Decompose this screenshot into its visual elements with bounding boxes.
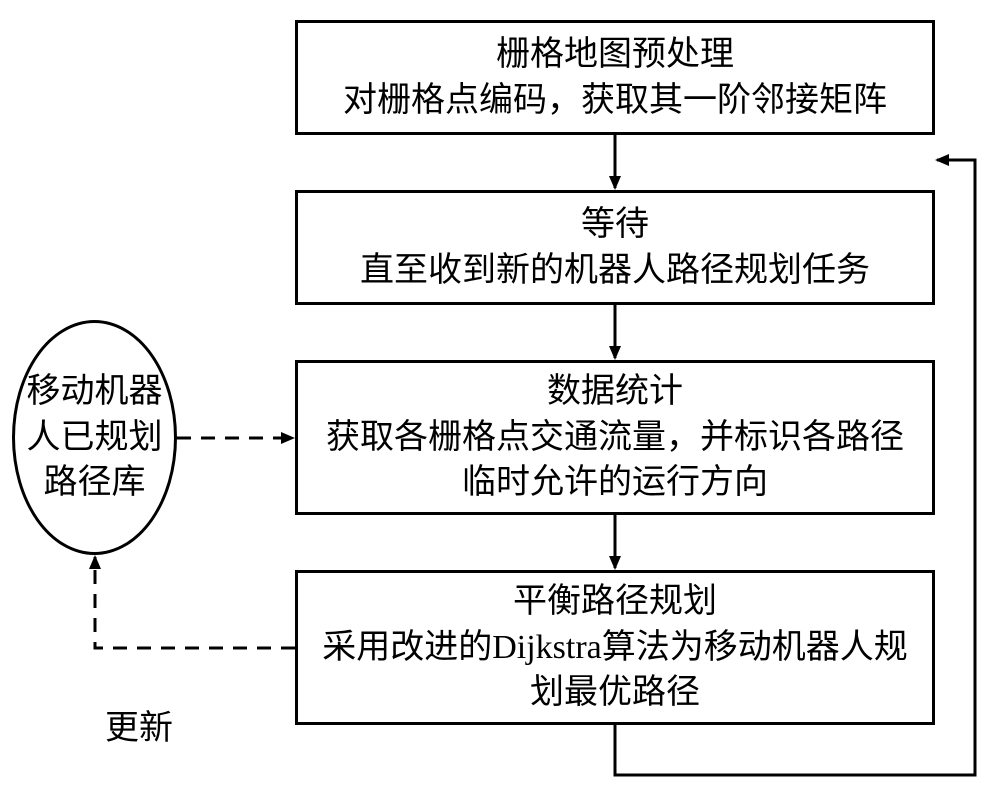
box-title: 数据统计 <box>547 369 683 415</box>
ellipse-label: 移动机器人已规划路径库 <box>25 369 165 507</box>
dashed-b4-to-ellipse <box>95 557 295 648</box>
box-title: 等待 <box>581 202 649 248</box>
ellipse-path-library: 移动机器人已规划路径库 <box>12 320 177 555</box>
box-desc: 对栅格点编码，获取其一阶邻接矩阵 <box>343 78 887 124</box>
update-label: 更新 <box>105 700 173 749</box>
box-title: 栅格地图预处理 <box>496 32 734 78</box>
box-desc: 获取各栅格点交通流量，并标识各路径临时允许的运行方向 <box>315 415 915 507</box>
box-preprocess: 栅格地图预处理 对栅格点编码，获取其一阶邻接矩阵 <box>295 20 935 135</box>
box-wait: 等待 直至收到新的机器人路径规划任务 <box>295 190 935 305</box>
box-statistics: 数据统计 获取各栅格点交通流量，并标识各路径临时允许的运行方向 <box>295 360 935 515</box>
box-desc: 采用改进的Dijkstra算法为移动机器人规划最优路径 <box>315 625 915 717</box>
box-plan: 平衡路径规划 采用改进的Dijkstra算法为移动机器人规划最优路径 <box>295 570 935 725</box>
box-title: 平衡路径规划 <box>513 579 717 625</box>
box-desc: 直至收到新的机器人路径规划任务 <box>360 248 870 294</box>
